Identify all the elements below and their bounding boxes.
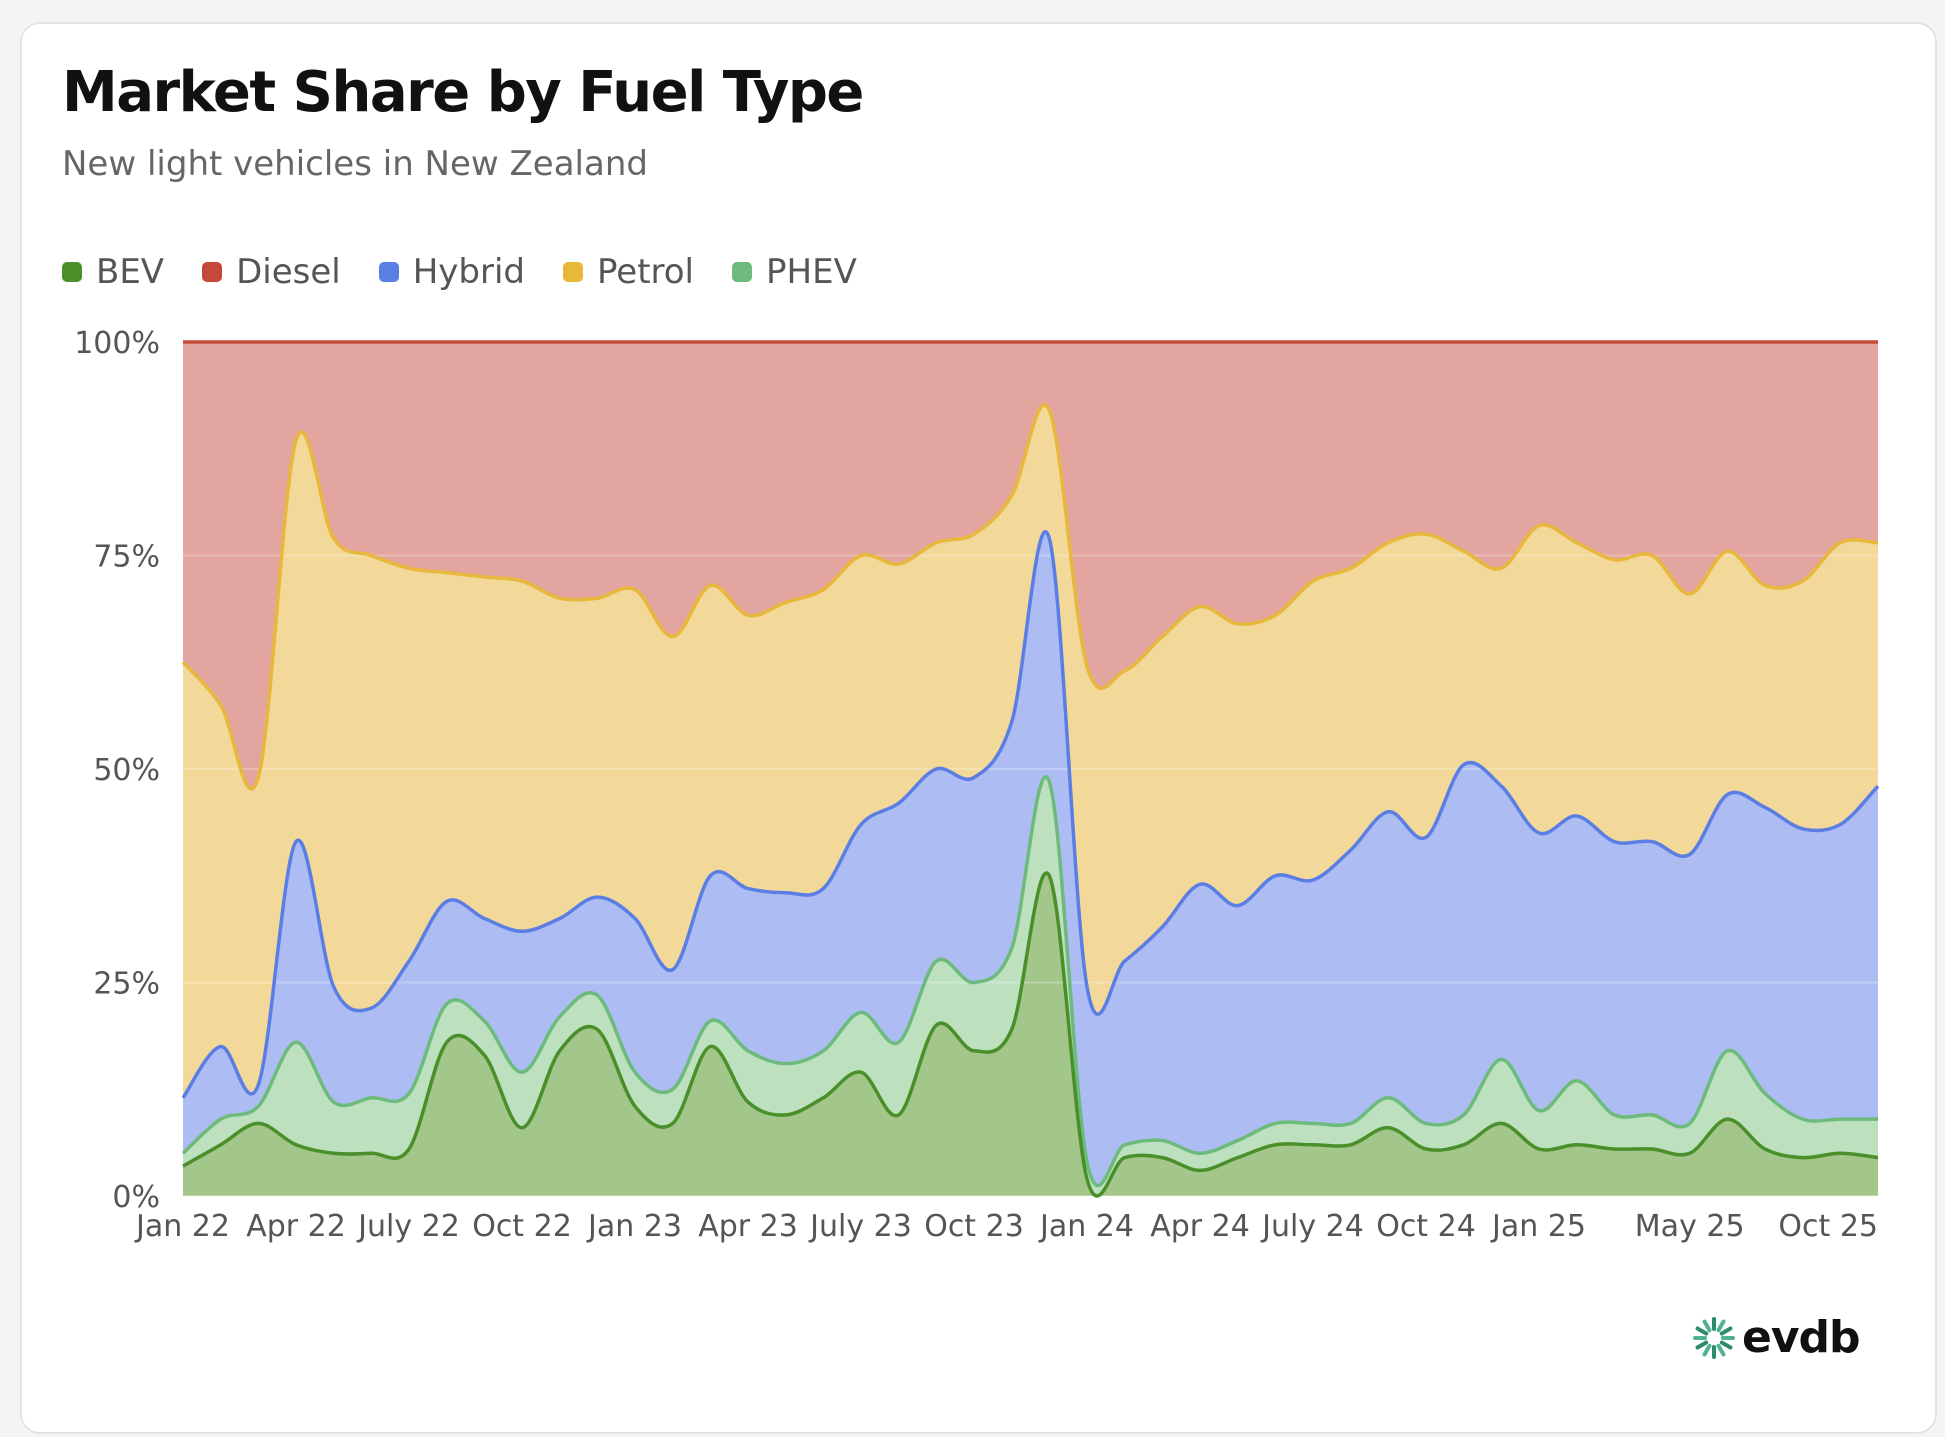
x-tick-label: Jan 23: [586, 1209, 682, 1244]
x-tick-label: May 25: [1635, 1209, 1745, 1244]
line-hybrid: [181, 530, 1880, 1099]
logo-ray: [1719, 1326, 1733, 1335]
evdb-logo[interactable]: evdb: [1692, 1312, 1861, 1363]
x-tick-label: Oct 22: [472, 1209, 572, 1244]
chart-legend: BEV Diesel Hybrid Petrol PHEV: [62, 250, 895, 294]
legend-swatch-petrol: [562, 262, 583, 282]
logo-ray: [1702, 1319, 1712, 1332]
legend-label-phev: PHEV: [766, 252, 857, 292]
logo-ray: [1716, 1319, 1726, 1332]
legend-swatch-diesel: [202, 262, 223, 282]
chart-subtitle: New light vehicles in New Zealand: [62, 144, 648, 184]
logo-ray: [1695, 1340, 1709, 1349]
y-tick-label: 100%: [74, 326, 160, 361]
x-tick-label: Apr 24: [1150, 1209, 1250, 1244]
line-bev: [182, 871, 1879, 1198]
legend-label-diesel: Diesel: [236, 252, 341, 292]
y-tick-label: 50%: [93, 753, 160, 788]
legend-label-petrol: Petrol: [596, 252, 695, 292]
x-tick-label: Oct 24: [1376, 1209, 1476, 1244]
logo-ray: [1719, 1340, 1733, 1349]
legend-swatch-phev: [732, 262, 753, 282]
x-tick-label: Apr 22: [246, 1209, 346, 1244]
x-tick-label: Oct 25: [1778, 1209, 1878, 1244]
line-phev: [181, 775, 1878, 1188]
legend-item-bev[interactable]: BEV: [62, 252, 164, 292]
legend-item-petrol[interactable]: Petrol: [562, 252, 695, 292]
chart-title: Market Share by Fuel Type: [62, 60, 864, 125]
x-tick-label: Jan 24: [1038, 1209, 1134, 1244]
legend-label-hybrid: Hybrid: [412, 252, 525, 292]
x-tick-label: Apr 23: [698, 1209, 798, 1244]
line-petrol: [181, 403, 1879, 791]
x-tick-label: July 22: [356, 1209, 460, 1244]
area-bev: [183, 872, 1878, 1196]
y-tick-label: 75%: [93, 540, 160, 575]
x-tick-label: Jan 22: [134, 1209, 230, 1244]
legend-swatch-bev: [62, 262, 82, 282]
y-tick-label: 25%: [93, 967, 160, 1002]
logo-ray: [1716, 1343, 1726, 1356]
x-tick-label: July 23: [808, 1209, 912, 1244]
x-tick-label: Oct 23: [924, 1209, 1024, 1244]
logo-ray: [1702, 1343, 1712, 1356]
legend-item-diesel[interactable]: Diesel: [202, 252, 341, 292]
legend-swatch-hybrid: [378, 262, 399, 282]
legend-label-bev: BEV: [96, 252, 165, 292]
evdb-logo-icon: [1693, 1316, 1735, 1359]
logo-text: evdb: [1742, 1312, 1861, 1363]
x-tick-label: July 24: [1260, 1209, 1364, 1244]
logo-ray: [1695, 1326, 1709, 1335]
legend-item-phev[interactable]: PHEV: [732, 252, 857, 292]
x-tick-label: Jan 25: [1490, 1209, 1586, 1244]
y-tick-label: 0%: [112, 1180, 160, 1215]
legend-item-hybrid[interactable]: Hybrid: [378, 252, 525, 292]
